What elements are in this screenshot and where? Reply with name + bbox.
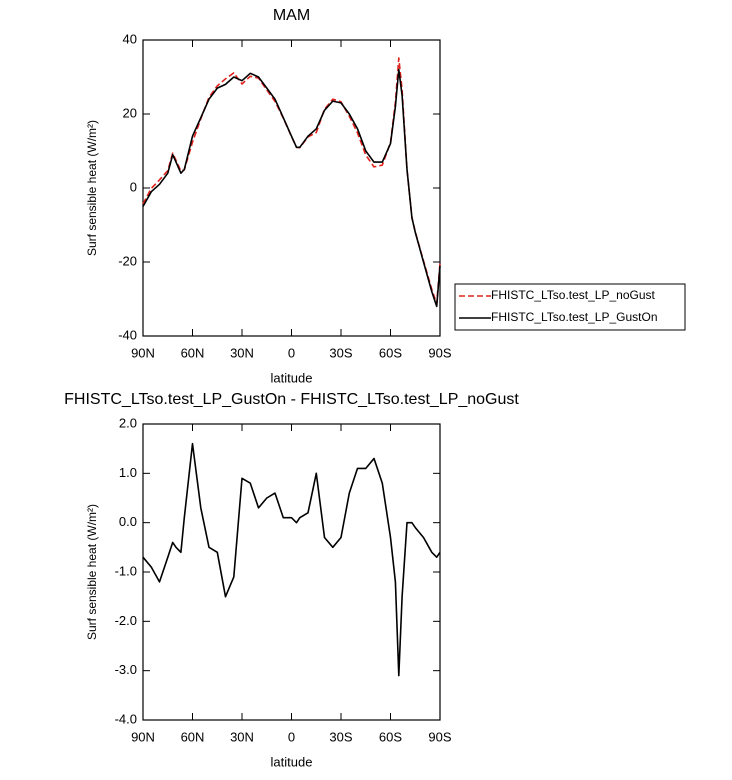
y-tick-label: 40 — [123, 31, 137, 46]
x-axis-label: latitude — [271, 754, 313, 769]
x-tick-label: 30N — [230, 729, 254, 744]
x-tick-label: 60N — [181, 345, 205, 360]
x-tick-label: 30N — [230, 345, 254, 360]
x-tick-label: 90N — [131, 729, 155, 744]
y-tick-label: -40 — [118, 327, 137, 342]
legend-label: FHISTC_LTso.test_LP_GustOn — [491, 310, 658, 324]
y-tick-label: -1.0 — [115, 563, 137, 578]
y-tick-label: -3.0 — [115, 662, 137, 677]
y-tick-label: 2.0 — [119, 415, 137, 430]
y-axis-label: Surf sensible heat (W/m²) — [85, 120, 99, 256]
x-tick-label: 90S — [428, 729, 451, 744]
x-axis-label: latitude — [271, 370, 313, 385]
x-tick-label: 90S — [428, 345, 451, 360]
x-tick-label: 30S — [329, 345, 352, 360]
x-tick-label: 60N — [181, 729, 205, 744]
y-tick-label: 0.0 — [119, 514, 137, 529]
y-tick-label: 0 — [130, 179, 137, 194]
x-tick-label: 30S — [329, 729, 352, 744]
legend-label: FHISTC_LTso.test_LP_noGust — [491, 288, 656, 302]
data-line — [142, 442, 441, 677]
y-axis-label: Surf sensible heat (W/m²) — [85, 504, 99, 640]
x-tick-label: 0 — [288, 345, 295, 360]
data-line — [142, 68, 441, 308]
x-tick-label: 90N — [131, 345, 155, 360]
y-tick-label: -2.0 — [115, 613, 137, 628]
plot-frame — [142, 39, 441, 337]
y-tick-label: -20 — [118, 253, 137, 268]
x-tick-label: 60S — [379, 729, 402, 744]
y-tick-label: 1.0 — [119, 465, 137, 480]
plot-frame — [142, 423, 441, 721]
y-tick-label: 20 — [123, 105, 137, 120]
x-tick-label: 0 — [288, 729, 295, 744]
data-line — [142, 57, 441, 305]
x-tick-label: 60S — [379, 345, 402, 360]
chart-title: MAM — [273, 7, 310, 24]
legend-box — [454, 283, 686, 331]
chart-title: FHISTC_LTso.test_LP_GustOn - FHISTC_LTso… — [64, 391, 519, 408]
y-tick-label: -4.0 — [115, 711, 137, 726]
